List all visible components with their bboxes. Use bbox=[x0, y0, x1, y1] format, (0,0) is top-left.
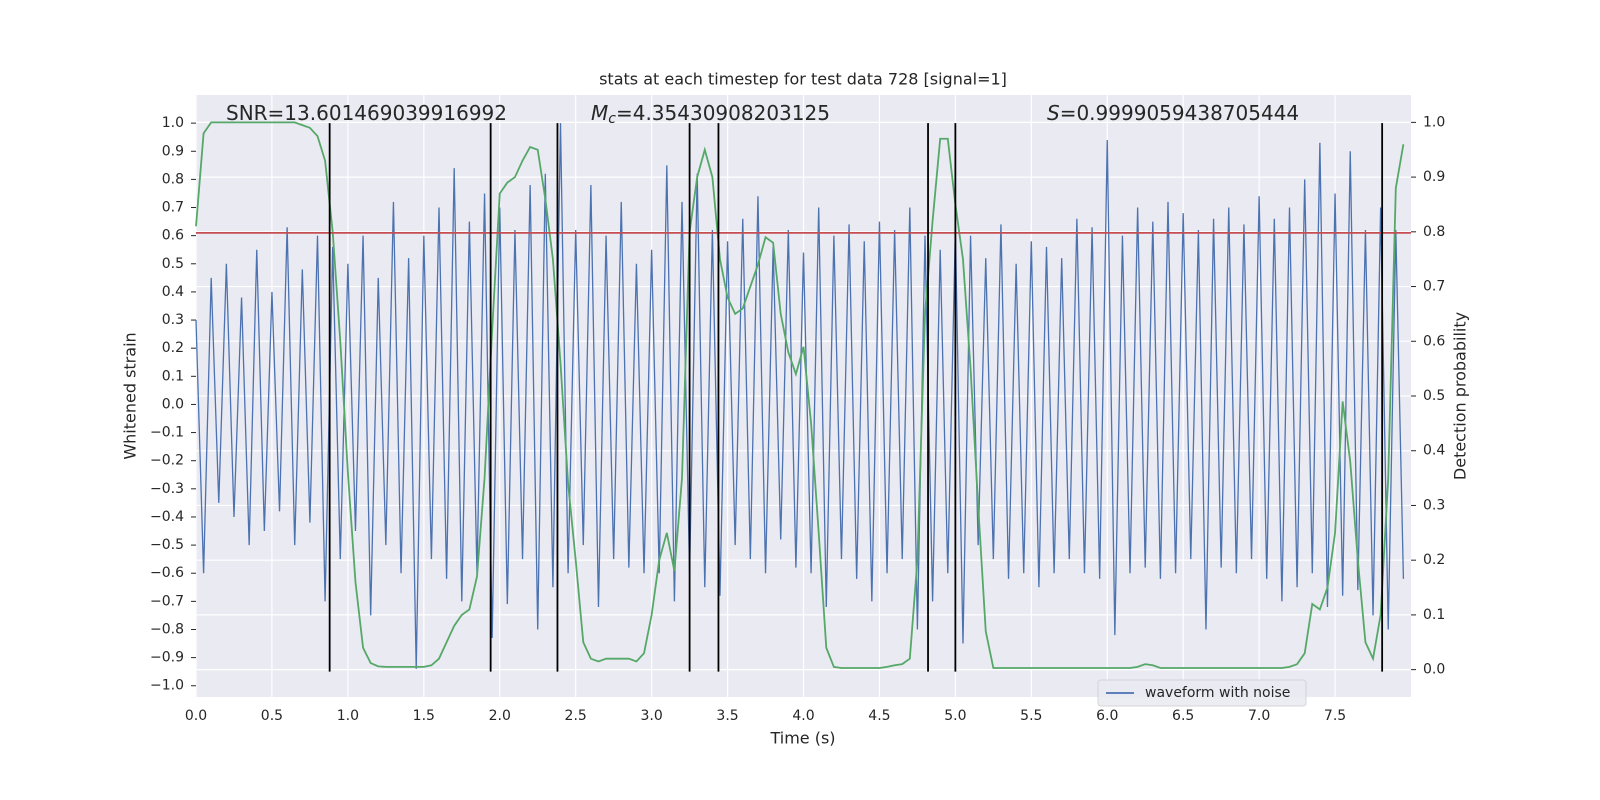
y2-axis-label: Detection probability bbox=[1451, 312, 1470, 480]
y-tick-label: −0.1 bbox=[150, 425, 184, 441]
y2-tick-label: 0.3 bbox=[1423, 497, 1445, 513]
x-tick-label: 2.0 bbox=[489, 708, 511, 724]
y-tick-label: 0.9 bbox=[162, 143, 184, 159]
x-tick-label: 1.0 bbox=[337, 708, 359, 724]
y2-tick-label: 0.6 bbox=[1423, 333, 1445, 349]
x-tick-label: 4.0 bbox=[792, 708, 814, 724]
y2-tick-label: 0.1 bbox=[1423, 607, 1445, 623]
y-tick-label: 0.3 bbox=[162, 312, 184, 328]
annotation-text: =0.9999059438705444 bbox=[1060, 101, 1299, 125]
y2-tick-label: 0.8 bbox=[1423, 224, 1445, 240]
series-line bbox=[195, 121, 1405, 669]
y-tick-label: 0.4 bbox=[162, 284, 184, 300]
x-tick-label: 7.5 bbox=[1324, 708, 1346, 724]
annotation: SNR=13.601469039916992 bbox=[226, 101, 507, 125]
y-tick-label: 0.0 bbox=[162, 396, 184, 412]
annotation: S=0.9999059438705444 bbox=[1047, 101, 1299, 125]
y2-tick-label: 0.9 bbox=[1423, 169, 1445, 185]
x-tick-label: 0.0 bbox=[185, 708, 207, 724]
y-tick-label: −0.4 bbox=[150, 509, 184, 525]
x-tick-label: 7.0 bbox=[1248, 708, 1270, 724]
annotation-subscript: c bbox=[608, 111, 616, 127]
y-tick-label: 0.8 bbox=[162, 171, 184, 187]
y-tick-label: −0.3 bbox=[150, 481, 184, 497]
y2-tick-label: 1.0 bbox=[1423, 114, 1445, 130]
y-tick-label: 0.6 bbox=[162, 228, 184, 244]
annotation-symbol: S bbox=[1047, 101, 1060, 125]
y-tick-label: −0.9 bbox=[150, 650, 184, 666]
y-tick-label: 0.1 bbox=[162, 368, 184, 384]
y2-tick-label: 0.5 bbox=[1423, 388, 1445, 404]
x-tick-label: 1.5 bbox=[413, 708, 435, 724]
y-tick-label: −0.6 bbox=[150, 565, 184, 581]
legend-label: waveform with noise bbox=[1145, 685, 1290, 701]
x-axis-label: Time (s) bbox=[769, 729, 835, 748]
y2-tick-label: 0.2 bbox=[1423, 552, 1445, 568]
series-line bbox=[195, 123, 1405, 669]
y-tick-label: −0.2 bbox=[150, 453, 184, 469]
y2-tick-label: 0.0 bbox=[1423, 662, 1445, 678]
y2-tick-label: 0.4 bbox=[1423, 443, 1445, 459]
y2-tick-label: 0.7 bbox=[1423, 279, 1445, 295]
x-tick-label: 2.5 bbox=[565, 708, 587, 724]
x-tick-label: 4.5 bbox=[868, 708, 890, 724]
annotation-text: =4.35430908203125 bbox=[616, 101, 830, 125]
legend-box bbox=[1097, 679, 1307, 707]
chart-title: stats at each timestep for test data 728… bbox=[599, 70, 1007, 89]
y-tick-label: −0.5 bbox=[150, 537, 184, 553]
annotation-text: SNR=13.601469039916992 bbox=[226, 101, 507, 125]
y-tick-label: 0.7 bbox=[162, 200, 184, 216]
y-tick-label: −0.7 bbox=[150, 593, 184, 609]
y-tick-label: 0.2 bbox=[162, 340, 184, 356]
y-axis-label: Whitened strain bbox=[121, 332, 140, 459]
x-tick-label: 0.5 bbox=[261, 708, 283, 724]
y-tick-label: −1.0 bbox=[150, 678, 184, 694]
x-tick-label: 6.0 bbox=[1096, 708, 1118, 724]
x-tick-label: 3.5 bbox=[716, 708, 738, 724]
x-tick-label: 5.0 bbox=[944, 708, 966, 724]
x-tick-label: 6.5 bbox=[1172, 708, 1194, 724]
y-tick-label: 1.0 bbox=[162, 115, 184, 131]
x-tick-label: 3.0 bbox=[640, 708, 662, 724]
x-tick-label: 5.5 bbox=[1020, 708, 1042, 724]
annotation-symbol: M bbox=[591, 101, 608, 125]
y-tick-label: 0.5 bbox=[162, 256, 184, 272]
annotation: Mc=4.35430908203125 bbox=[591, 101, 830, 128]
y-tick-label: −0.8 bbox=[150, 621, 184, 637]
